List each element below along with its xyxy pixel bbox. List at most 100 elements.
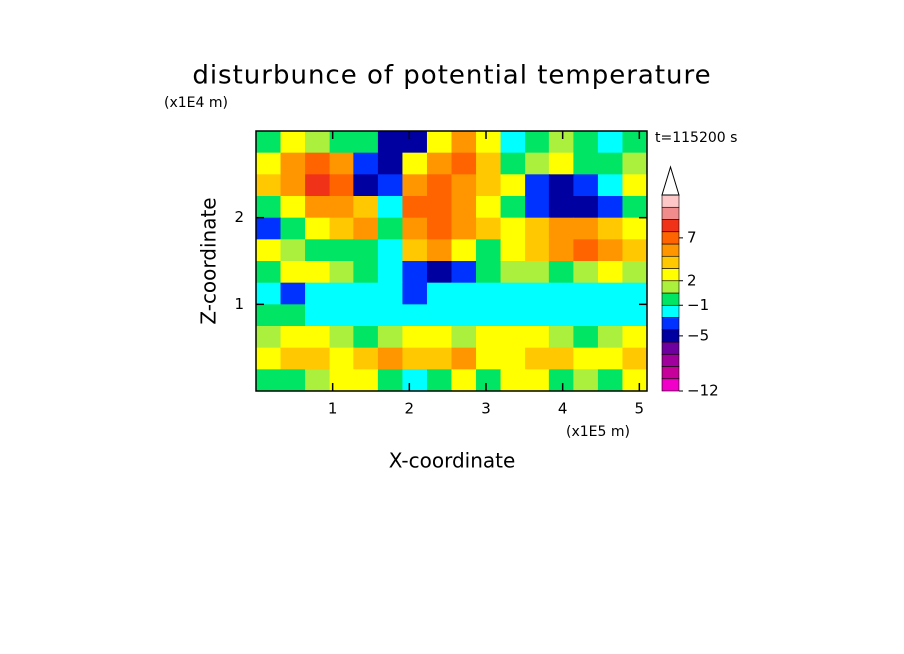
cell: [622, 196, 647, 219]
cell: [353, 304, 379, 327]
cell: [451, 347, 477, 370]
cell: [329, 239, 355, 262]
cell: [476, 261, 502, 284]
cell: [256, 174, 282, 197]
colorbar-box: [661, 366, 680, 380]
cell: [622, 282, 647, 305]
cell: [476, 304, 502, 327]
cell: [377, 217, 403, 240]
cell: [451, 152, 477, 175]
plot-frame: [255, 130, 648, 392]
cell: [622, 174, 647, 197]
cell: [256, 131, 282, 154]
x-axis-label: X-coordinate: [389, 449, 516, 473]
cell: [377, 239, 403, 262]
cell: [402, 282, 428, 305]
cell: [305, 326, 331, 349]
cell: [500, 217, 526, 240]
cell: [280, 239, 306, 262]
cell: [573, 239, 599, 262]
colorbar-box: [661, 206, 680, 220]
cell: [622, 369, 647, 391]
colorbar-box: [661, 255, 680, 269]
colorbar-tick-label: −1: [687, 296, 709, 314]
cell: [353, 196, 379, 219]
x-tick-label: 2: [405, 400, 415, 418]
cell: [573, 174, 599, 197]
cell: [402, 152, 428, 175]
cell: [525, 174, 551, 197]
cell: [548, 326, 574, 349]
chart-title: disturbunce of potential temperature: [192, 61, 711, 91]
colorbar-box: [661, 219, 680, 233]
colorbar-box: [661, 317, 680, 331]
cell: [500, 304, 526, 327]
cell: [451, 217, 477, 240]
cell: [426, 347, 452, 370]
cell: [573, 282, 599, 305]
cell: [622, 152, 647, 175]
cell: [353, 174, 379, 197]
cell: [597, 261, 623, 284]
y-unit: (x1E4 m): [164, 95, 228, 111]
cell: [500, 239, 526, 262]
cell: [500, 369, 526, 391]
colorbar-box: [661, 231, 680, 245]
cell: [622, 326, 647, 349]
cell: [280, 152, 306, 175]
cell: [476, 217, 502, 240]
cell: [548, 347, 574, 370]
cell: [280, 131, 306, 154]
cell: [548, 369, 574, 391]
cell: [573, 131, 599, 154]
cell: [377, 304, 403, 327]
cell: [426, 326, 452, 349]
cell: [329, 326, 355, 349]
cell: [280, 326, 306, 349]
cell: [622, 239, 647, 262]
cell: [329, 369, 355, 391]
cell: [622, 304, 647, 327]
cell: [548, 196, 574, 219]
cell: [451, 304, 477, 327]
x-tick-label: 4: [558, 400, 568, 418]
cell: [525, 239, 551, 262]
cell: [476, 326, 502, 349]
cell: [500, 131, 526, 154]
cell: [476, 152, 502, 175]
cell: [622, 347, 647, 370]
cell: [573, 261, 599, 284]
cell: [329, 174, 355, 197]
cell: [353, 261, 379, 284]
y-tick-label: 1: [234, 295, 244, 313]
cell: [426, 196, 452, 219]
cell: [256, 347, 282, 370]
cell: [573, 152, 599, 175]
cell: [597, 152, 623, 175]
cell: [305, 174, 331, 197]
cell: [426, 152, 452, 175]
cell: [402, 261, 428, 284]
cell: [622, 261, 647, 284]
cell: [305, 196, 331, 219]
cell: [597, 217, 623, 240]
x-tick-label: 3: [481, 400, 491, 418]
cell: [329, 261, 355, 284]
cell: [476, 347, 502, 370]
cell: [329, 131, 355, 154]
cell: [256, 261, 282, 284]
cell: [256, 304, 282, 327]
cell: [377, 261, 403, 284]
cell: [525, 196, 551, 219]
cell: [573, 347, 599, 370]
colorbar-box: [661, 329, 680, 343]
cell: [597, 239, 623, 262]
cell: [525, 131, 551, 154]
colorbar-box: [661, 292, 680, 306]
cell: [548, 174, 574, 197]
cell: [426, 261, 452, 284]
cell: [451, 239, 477, 262]
cell: [597, 131, 623, 154]
x-tick-label: 1: [328, 400, 338, 418]
cell: [256, 196, 282, 219]
